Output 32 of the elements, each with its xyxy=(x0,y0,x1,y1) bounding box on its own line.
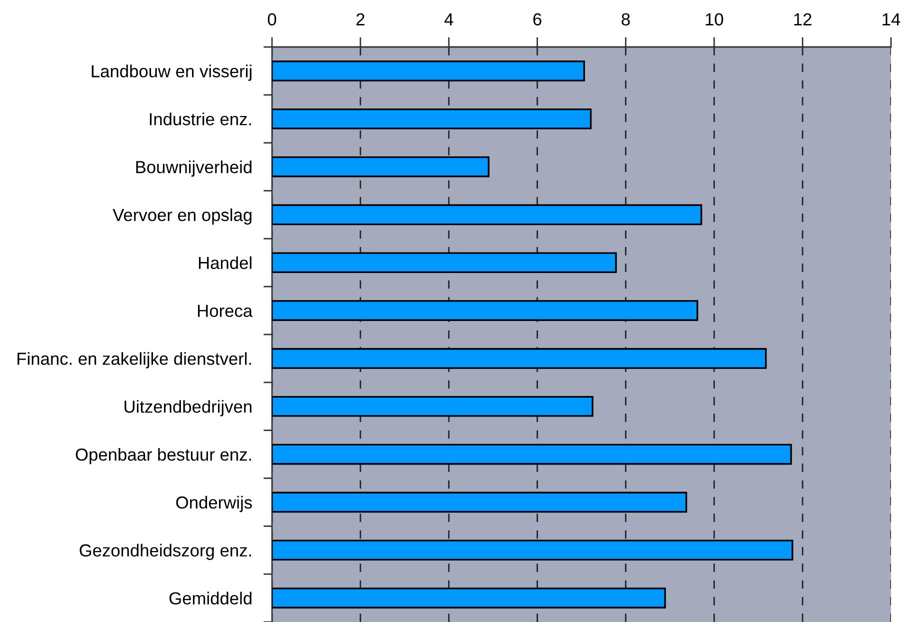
bar xyxy=(272,156,490,178)
y-tick-label: Gemiddeld xyxy=(169,592,252,605)
x-tick-label: 4 xyxy=(444,13,454,26)
y-tick-label: Vervoer en opslag xyxy=(112,208,252,225)
x-tick-label: 0 xyxy=(268,13,276,26)
bar xyxy=(272,300,698,321)
y-tick-label: Handel xyxy=(198,256,252,270)
bar xyxy=(272,492,688,513)
bar xyxy=(272,60,585,82)
bar xyxy=(272,204,702,226)
y-tick-label: Industrie enz. xyxy=(150,112,251,126)
x-tick-label: 6 xyxy=(533,13,542,26)
bar xyxy=(272,348,767,369)
bar xyxy=(272,396,594,417)
y-tick-label: Openbaar bestuur enz. xyxy=(76,448,251,464)
x-tick-label: 8 xyxy=(622,13,630,26)
bar xyxy=(272,444,792,465)
y-tick-label: Horeca xyxy=(198,304,253,318)
y-tick-label: Financ. en zakelijke dienstverl. xyxy=(18,352,251,368)
x-tick-label: 14 xyxy=(882,13,900,26)
x-tick-label: 2 xyxy=(356,13,364,26)
bar xyxy=(272,588,666,608)
y-tick-label: Uitzendbedrijven xyxy=(124,400,252,416)
y-tick-label: Bouwnijverheid xyxy=(136,160,252,177)
y-tick-label: Onderwijs xyxy=(176,496,252,512)
x-tick-label: 12 xyxy=(794,13,812,26)
x-tick-label: 10 xyxy=(706,13,724,26)
bar xyxy=(272,108,592,130)
bar xyxy=(272,252,617,274)
bar xyxy=(272,540,794,561)
y-tick-label: Landbouw en visserij xyxy=(92,64,252,81)
y-tick-label: Gezondheidszorg enz. xyxy=(80,544,251,560)
